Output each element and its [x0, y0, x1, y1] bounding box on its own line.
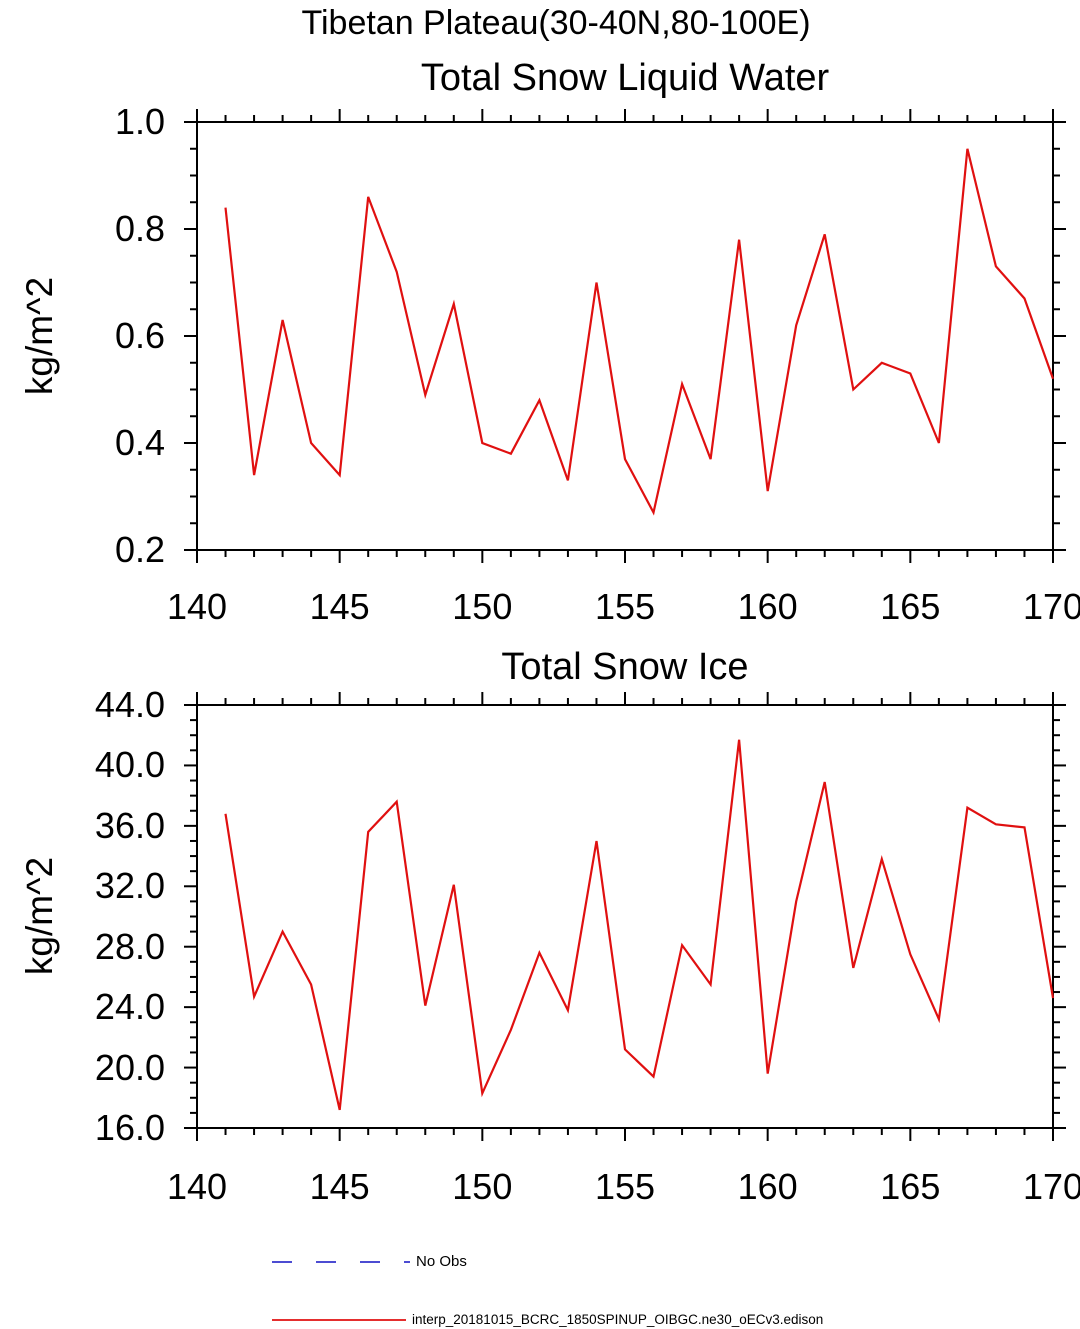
- chart2-title: Total Snow Ice: [501, 646, 749, 688]
- y-tick-label: 20.0: [94, 1046, 165, 1088]
- x-tick-label: 160: [737, 586, 798, 627]
- y-tick-label: 16.0: [94, 1107, 165, 1148]
- y-tick-label: 36.0: [94, 804, 165, 846]
- x-tick-label: 145: [309, 1166, 370, 1207]
- x-tick-label: 150: [452, 586, 513, 627]
- y-tick-label: 0.8: [114, 208, 165, 249]
- y-tick-label: 44.0: [94, 684, 165, 725]
- x-tick-label: 155: [594, 586, 656, 627]
- legend-label-no-obs: No Obs: [416, 1253, 467, 1270]
- y-tick-label: 0.6: [114, 315, 165, 356]
- x-tick-label: 165: [880, 1166, 941, 1207]
- snow-liquid-water-plot-frame: [196, 121, 1054, 551]
- chart1-title: Total Snow Liquid Water: [420, 57, 830, 99]
- y-tick-label: 0.4: [114, 422, 165, 463]
- x-tick-label: 160: [737, 1166, 798, 1207]
- y-tick-label: 28.0: [94, 925, 165, 967]
- y-tick-label: 0.2: [114, 529, 165, 570]
- snow-ice-plot-frame: [196, 704, 1054, 1129]
- snow-ice-series-line: [224, 739, 1055, 1111]
- x-tick-label: 155: [594, 1166, 656, 1207]
- y-tick-label: 24.0: [94, 986, 165, 1028]
- x-tick-label: 165: [880, 586, 941, 627]
- x-tick-label: 150: [452, 1166, 513, 1207]
- y-tick-label: 32.0: [94, 865, 165, 907]
- x-tick-label: 170: [1022, 586, 1080, 627]
- legend-label-model-run: interp_20181015_BCRC_1850SPINUP_OIBGC.ne…: [412, 1312, 824, 1327]
- snow-liquid-water-series-line: [224, 148, 1055, 516]
- figure-title: Tibetan Plateau(30-40N,80-100E): [301, 4, 811, 42]
- x-tick-label: 145: [309, 586, 370, 627]
- y-tick-label: 40.0: [94, 744, 165, 786]
- y-tick-label: 1.0: [114, 101, 165, 142]
- x-tick-label: 140: [166, 1166, 228, 1207]
- x-tick-label: 170: [1022, 1166, 1080, 1207]
- x-tick-label: 140: [166, 586, 228, 627]
